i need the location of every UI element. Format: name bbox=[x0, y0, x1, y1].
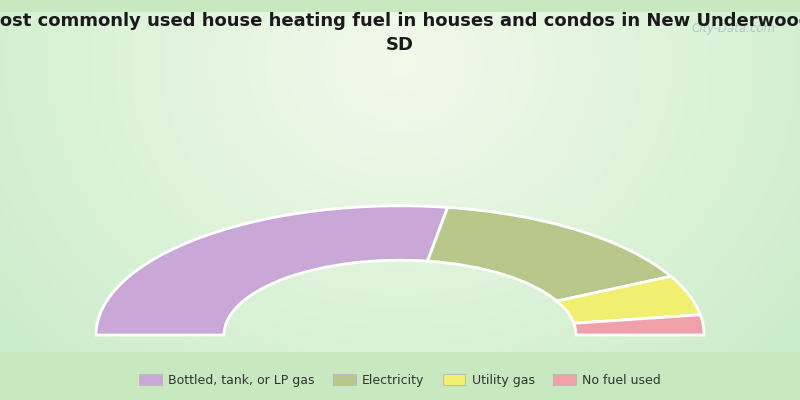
Wedge shape bbox=[427, 207, 671, 301]
Wedge shape bbox=[96, 206, 447, 335]
Wedge shape bbox=[574, 315, 704, 335]
Legend: Bottled, tank, or LP gas, Electricity, Utility gas, No fuel used: Bottled, tank, or LP gas, Electricity, U… bbox=[134, 369, 666, 392]
Text: City-Data.com: City-Data.com bbox=[692, 22, 776, 35]
Text: Most commonly used house heating fuel in houses and condos in New Underwood,
SD: Most commonly used house heating fuel in… bbox=[0, 12, 800, 54]
Wedge shape bbox=[557, 276, 700, 323]
